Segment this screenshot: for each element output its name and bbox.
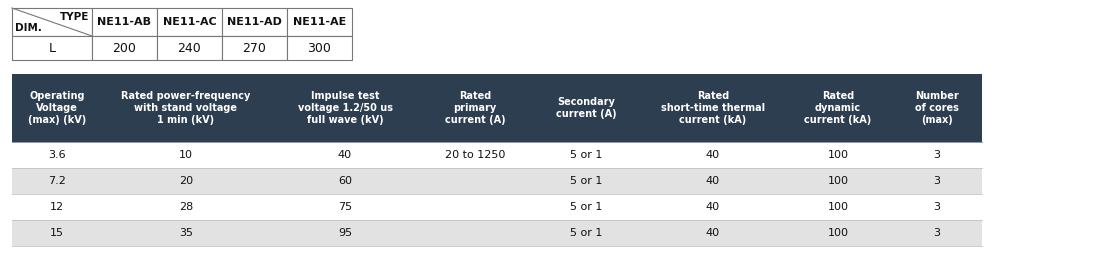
- Text: 95: 95: [337, 228, 352, 238]
- Text: Rated
short-time thermal
current (kA): Rated short-time thermal current (kA): [660, 92, 765, 124]
- Bar: [12, 8, 92, 36]
- Bar: [270, 194, 420, 220]
- Bar: [12, 168, 102, 194]
- Text: 3: 3: [934, 202, 940, 212]
- Bar: [12, 74, 102, 142]
- Text: 3: 3: [934, 176, 940, 186]
- Bar: [12, 142, 102, 168]
- Text: 40: 40: [706, 150, 720, 160]
- Text: Number
of cores
(max): Number of cores (max): [915, 92, 959, 124]
- Text: 5 or 1: 5 or 1: [569, 202, 603, 212]
- Text: TYPE: TYPE: [60, 12, 89, 22]
- Text: 15: 15: [50, 228, 64, 238]
- Text: 28: 28: [179, 202, 193, 212]
- Text: NE11-AB: NE11-AB: [98, 17, 151, 27]
- Bar: [784, 194, 892, 220]
- Text: 40: 40: [337, 150, 352, 160]
- Bar: [420, 220, 529, 246]
- Text: 3: 3: [934, 228, 940, 238]
- Text: 270: 270: [243, 42, 266, 55]
- Bar: [420, 142, 529, 168]
- Bar: [529, 220, 642, 246]
- Text: 3.6: 3.6: [48, 150, 65, 160]
- Text: DIM.: DIM.: [16, 23, 42, 33]
- Bar: [102, 194, 270, 220]
- Text: NE11-AD: NE11-AD: [228, 17, 282, 27]
- Text: Secondary
current (A): Secondary current (A): [556, 97, 616, 119]
- Bar: [642, 220, 784, 246]
- Text: NE11-AE: NE11-AE: [293, 17, 346, 27]
- Bar: [784, 74, 892, 142]
- Bar: [270, 168, 420, 194]
- Text: 240: 240: [178, 42, 201, 55]
- Text: NE11-AC: NE11-AC: [163, 17, 216, 27]
- Text: L: L: [49, 42, 56, 55]
- Bar: [892, 168, 982, 194]
- Bar: [12, 36, 92, 60]
- Text: 35: 35: [179, 228, 193, 238]
- Text: 100: 100: [827, 150, 848, 160]
- Bar: [222, 36, 287, 60]
- Text: 3: 3: [934, 150, 940, 160]
- Bar: [642, 74, 784, 142]
- Text: 40: 40: [706, 176, 720, 186]
- Text: 60: 60: [339, 176, 352, 186]
- Bar: [784, 220, 892, 246]
- Text: 100: 100: [827, 202, 848, 212]
- Bar: [222, 8, 287, 36]
- Bar: [92, 8, 157, 36]
- Bar: [529, 194, 642, 220]
- Bar: [892, 142, 982, 168]
- Bar: [287, 8, 352, 36]
- Text: 10: 10: [179, 150, 193, 160]
- Text: Rated
dynamic
current (kA): Rated dynamic current (kA): [805, 92, 871, 124]
- Bar: [642, 142, 784, 168]
- Text: Rated power-frequency
with stand voltage
1 min (kV): Rated power-frequency with stand voltage…: [121, 92, 251, 124]
- Bar: [892, 74, 982, 142]
- Text: 20: 20: [179, 176, 193, 186]
- Bar: [420, 168, 529, 194]
- Bar: [784, 168, 892, 194]
- Bar: [270, 74, 420, 142]
- Bar: [892, 220, 982, 246]
- Text: 100: 100: [827, 228, 848, 238]
- Text: 75: 75: [337, 202, 352, 212]
- Bar: [529, 74, 642, 142]
- Text: Operating
Voltage
(max) (kV): Operating Voltage (max) (kV): [28, 92, 87, 124]
- Text: 12: 12: [50, 202, 64, 212]
- Bar: [12, 220, 102, 246]
- Bar: [420, 194, 529, 220]
- Text: 5 or 1: 5 or 1: [569, 176, 603, 186]
- Bar: [102, 142, 270, 168]
- Bar: [92, 36, 157, 60]
- Bar: [420, 74, 529, 142]
- Text: 7.2: 7.2: [48, 176, 65, 186]
- Bar: [12, 194, 102, 220]
- Text: 300: 300: [307, 42, 332, 55]
- Bar: [287, 36, 352, 60]
- Text: Impulse test
voltage 1.2/50 us
full wave (kV): Impulse test voltage 1.2/50 us full wave…: [297, 92, 393, 124]
- Bar: [102, 168, 270, 194]
- Bar: [270, 220, 420, 246]
- Bar: [102, 74, 270, 142]
- Bar: [642, 168, 784, 194]
- Text: 40: 40: [706, 202, 720, 212]
- Bar: [642, 194, 784, 220]
- Bar: [529, 142, 642, 168]
- Bar: [529, 168, 642, 194]
- Text: Rated
primary
current (A): Rated primary current (A): [445, 92, 505, 124]
- Bar: [784, 142, 892, 168]
- Text: 5 or 1: 5 or 1: [569, 228, 603, 238]
- Bar: [892, 194, 982, 220]
- Text: 40: 40: [706, 228, 720, 238]
- Bar: [102, 220, 270, 246]
- Bar: [270, 142, 420, 168]
- Text: 200: 200: [112, 42, 137, 55]
- Bar: [157, 36, 222, 60]
- Text: 5 or 1: 5 or 1: [569, 150, 603, 160]
- Text: 20 to 1250: 20 to 1250: [445, 150, 505, 160]
- Text: 100: 100: [827, 176, 848, 186]
- Bar: [157, 8, 222, 36]
